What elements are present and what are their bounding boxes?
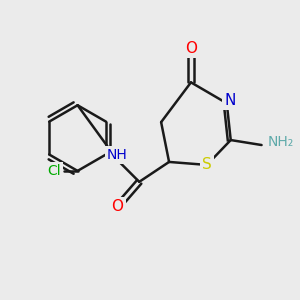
Text: O: O xyxy=(111,199,123,214)
Text: S: S xyxy=(202,158,212,172)
Text: NH: NH xyxy=(107,148,128,162)
Text: N: N xyxy=(224,93,236,108)
Text: O: O xyxy=(185,41,197,56)
Text: NH₂: NH₂ xyxy=(268,135,294,149)
Text: Cl: Cl xyxy=(47,164,61,178)
